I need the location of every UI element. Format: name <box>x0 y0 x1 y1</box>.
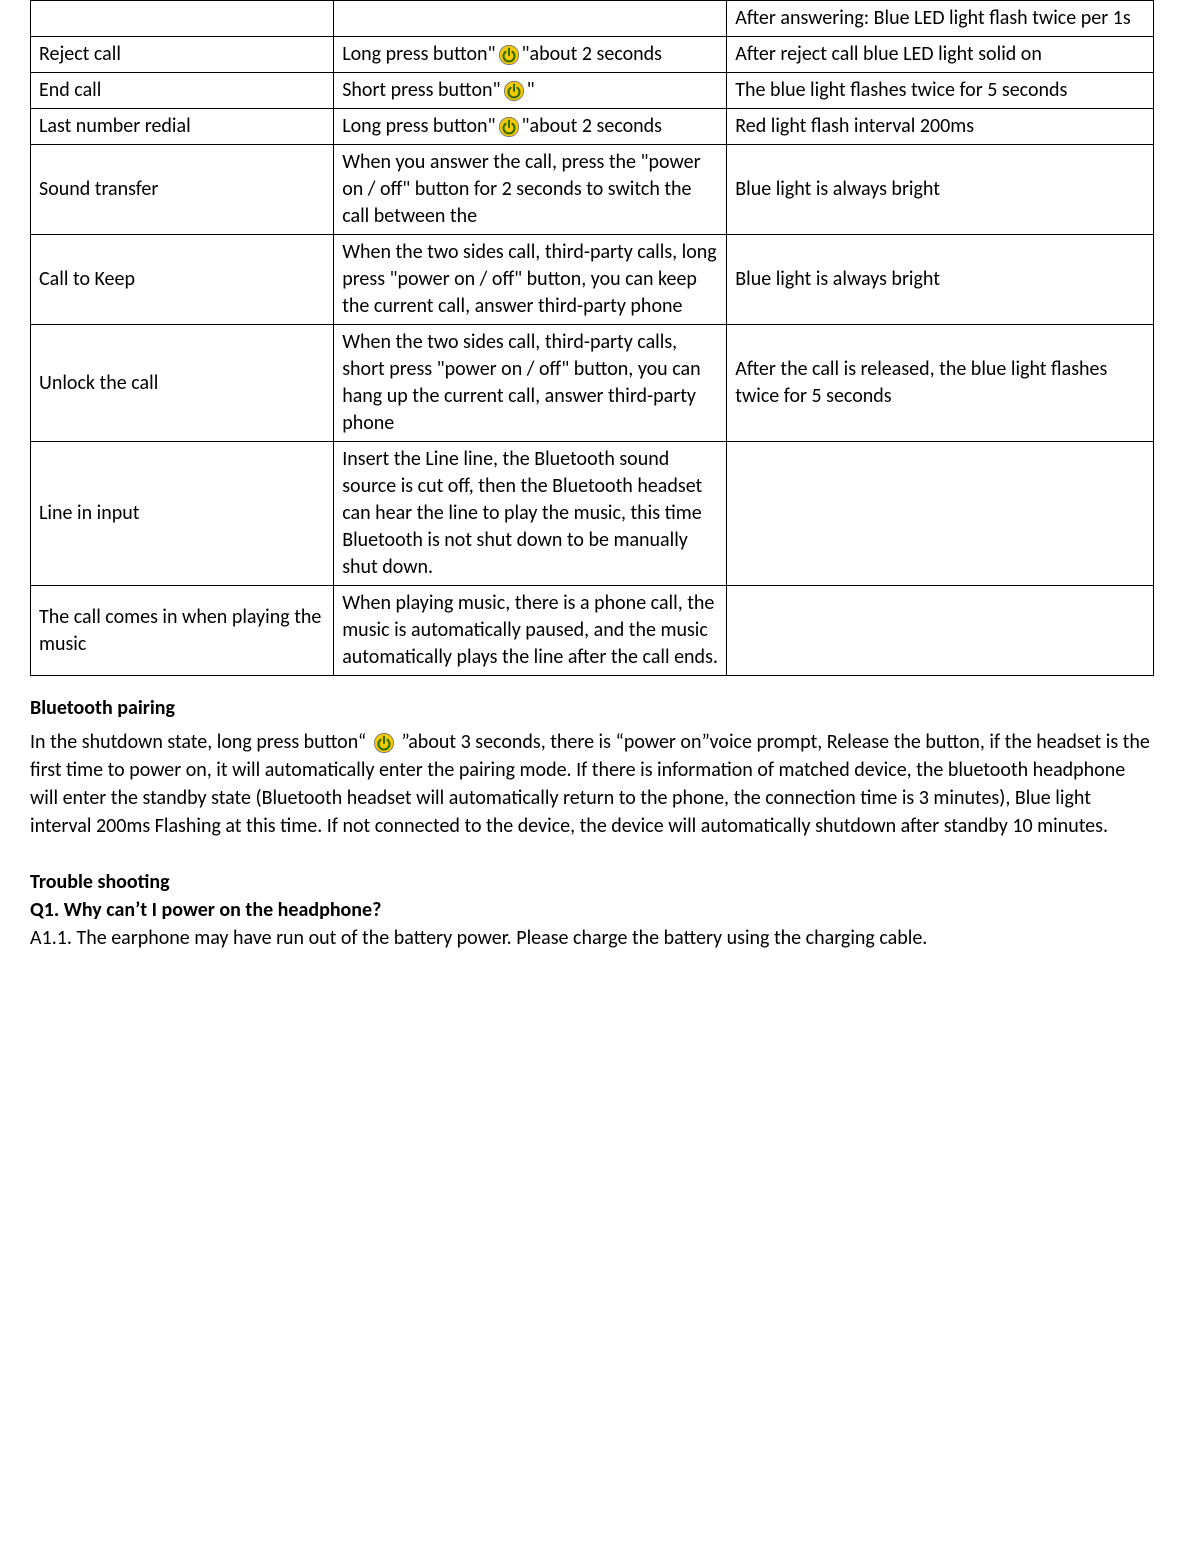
table-row: The call comes in when playing the music… <box>31 586 1154 676</box>
indicator-cell: After reject call blue LED light solid o… <box>727 37 1154 73</box>
operation-text-post: " <box>527 78 535 102</box>
operation-cell: When playing music, there is a phone cal… <box>334 586 727 676</box>
pairing-text-pre: In the shutdown state, long press button… <box>30 730 366 754</box>
operation-text-pre: Long press button" <box>342 42 495 66</box>
indicator-cell <box>727 586 1154 676</box>
table-row: Call to KeepWhen the two sides call, thi… <box>31 235 1154 325</box>
function-cell <box>31 1 334 37</box>
function-cell: Last number redial <box>31 109 334 145</box>
indicator-cell: The blue light flashes twice for 5 secon… <box>727 73 1154 109</box>
pairing-text: In the shutdown state, long press button… <box>30 728 1154 840</box>
function-cell: Call to Keep <box>31 235 334 325</box>
table-row: Last number redialLong press button" "ab… <box>31 109 1154 145</box>
operation-cell: When the two sides call, third-party cal… <box>334 235 727 325</box>
function-cell: Sound transfer <box>31 145 334 235</box>
operation-text-pre: Long press button" <box>342 114 495 138</box>
function-cell: Line in input <box>31 442 334 586</box>
operation-text-post: "about 2 seconds <box>522 42 663 66</box>
operation-cell: When you answer the call, press the "pow… <box>334 145 727 235</box>
function-cell: The call comes in when playing the music <box>31 586 334 676</box>
indicator-cell <box>727 442 1154 586</box>
document-page: After answering: Blue LED light flash tw… <box>0 0 1184 982</box>
operation-cell: Long press button" "about 2 seconds <box>334 37 727 73</box>
power-icon <box>503 80 525 102</box>
table-row: Unlock the callWhen the two sides call, … <box>31 325 1154 442</box>
indicator-cell: Blue light is always bright <box>727 145 1154 235</box>
power-icon <box>373 732 395 754</box>
indicator-cell: After the call is released, the blue lig… <box>727 325 1154 442</box>
operation-cell: Insert the Line line, the Bluetooth soun… <box>334 442 727 586</box>
troubleshooting-heading: Trouble shooting <box>30 868 1154 896</box>
q1-question: Q1. Why can’t I power on the headphone? <box>30 896 1154 924</box>
operation-text-post: "about 2 seconds <box>522 114 663 138</box>
operation-cell <box>334 1 727 37</box>
table-row: Line in inputInsert the Line line, the B… <box>31 442 1154 586</box>
q1-answer: A1.1. The earphone may have run out of t… <box>30 924 1154 952</box>
table-row: Reject callLong press button" "about 2 s… <box>31 37 1154 73</box>
spacer <box>30 848 1154 868</box>
function-cell: Reject call <box>31 37 334 73</box>
operation-cell: Long press button" "about 2 seconds <box>334 109 727 145</box>
operation-cell: When the two sides call, third-party cal… <box>334 325 727 442</box>
indicator-cell: After answering: Blue LED light flash tw… <box>727 1 1154 37</box>
operations-table: After answering: Blue LED light flash tw… <box>30 0 1154 676</box>
power-icon <box>498 116 520 138</box>
power-icon <box>498 44 520 66</box>
table-row: End callShort press button" "The blue li… <box>31 73 1154 109</box>
operation-text-pre: Short press button" <box>342 78 500 102</box>
operation-cell: Short press button" " <box>334 73 727 109</box>
indicator-cell: Blue light is always bright <box>727 235 1154 325</box>
pairing-heading: Bluetooth pairing <box>30 696 1154 720</box>
function-cell: Unlock the call <box>31 325 334 442</box>
table-row: Sound transferWhen you answer the call, … <box>31 145 1154 235</box>
function-cell: End call <box>31 73 334 109</box>
table-row: After answering: Blue LED light flash tw… <box>31 1 1154 37</box>
indicator-cell: Red light flash interval 200ms <box>727 109 1154 145</box>
